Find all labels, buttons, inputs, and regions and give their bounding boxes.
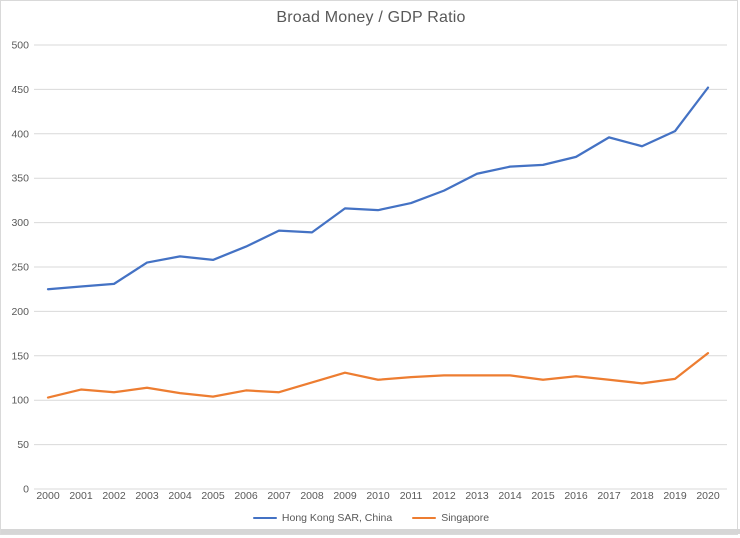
x-tick-label: 2012: [432, 490, 456, 502]
legend-item-hong-kong: Hong Kong SAR, China: [252, 512, 393, 524]
x-tick-label: 2011: [400, 490, 423, 502]
x-tick-label: 2009: [333, 490, 357, 502]
y-tick-label: 100: [11, 395, 29, 407]
y-tick-label: 0: [23, 484, 29, 496]
x-tick-label: 2014: [498, 490, 522, 502]
series-line-0: [46, 86, 710, 291]
y-tick-label: 150: [11, 350, 29, 362]
x-tick-label: 2004: [168, 490, 192, 502]
x-tick-label: 2010: [366, 490, 390, 502]
x-tick-label: 2001: [69, 490, 93, 502]
legend-line-swatch-icon: [252, 516, 277, 520]
y-tick-label: 50: [17, 439, 29, 451]
legend-label: Singapore: [441, 512, 490, 524]
x-tick-label: 2018: [630, 490, 654, 502]
x-tick-label: 2017: [597, 490, 621, 502]
legend-line-swatch-icon: [412, 516, 437, 520]
x-tick-label: 2020: [696, 490, 720, 502]
y-tick-label: 300: [11, 217, 29, 229]
y-tick-label: 350: [11, 173, 29, 185]
y-tick-label: 200: [11, 306, 29, 318]
window-bottom-edge: [1, 529, 740, 534]
chart-title: Broad Money / GDP Ratio: [276, 9, 466, 26]
x-tick-label: 2007: [267, 490, 291, 502]
series-line-1: [46, 352, 710, 399]
legend: Hong Kong SAR, China Singapore: [1, 512, 740, 524]
x-tick-label: 2015: [531, 490, 555, 502]
y-tick-label: 250: [11, 262, 29, 274]
x-tick-label: 2019: [663, 490, 687, 502]
x-tick-label: 2006: [234, 490, 258, 502]
x-tick-label: 2005: [201, 490, 225, 502]
x-tick-label: 2016: [564, 490, 588, 502]
y-tick-label: 400: [11, 128, 29, 140]
x-tick-label: 2013: [465, 490, 489, 502]
legend-item-singapore: Singapore: [412, 512, 489, 524]
x-tick-label: 2002: [102, 490, 126, 502]
x-tick-label: 2000: [36, 490, 60, 502]
x-tick-label: 2003: [135, 490, 159, 502]
y-tick-label: 450: [11, 84, 29, 96]
legend-label: Hong Kong SAR, China: [281, 512, 393, 524]
x-tick-label: 2008: [300, 490, 324, 502]
y-tick-label: 500: [11, 40, 29, 52]
